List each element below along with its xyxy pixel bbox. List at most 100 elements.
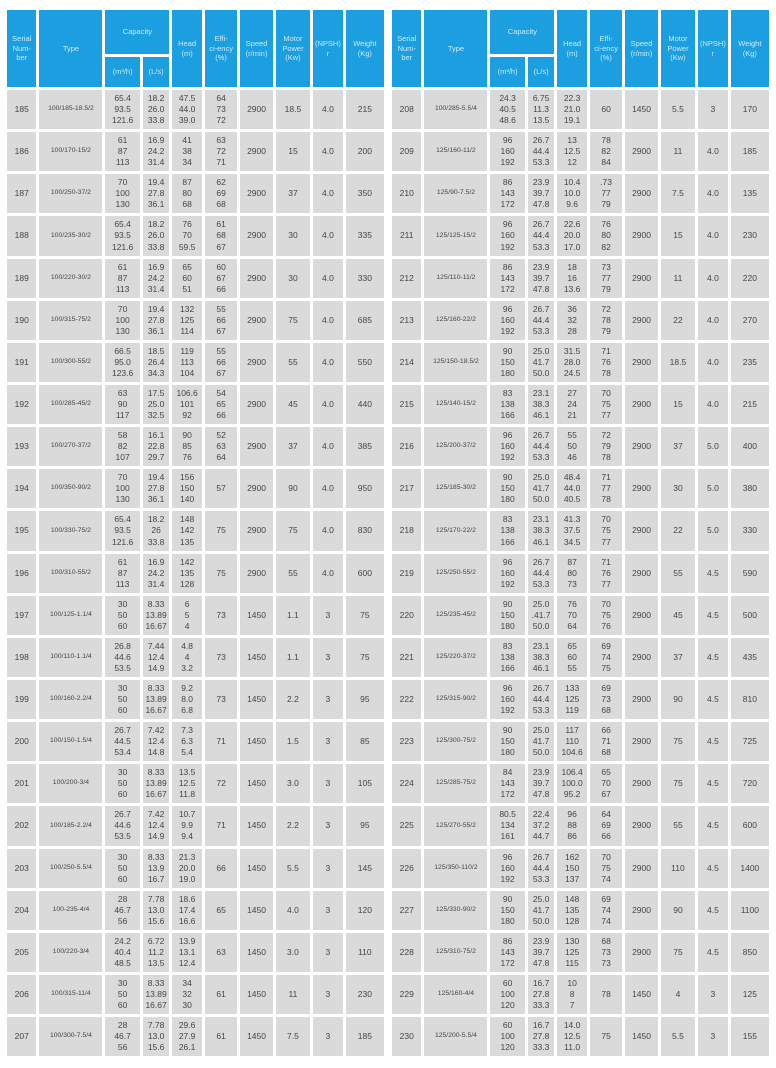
cell-efficiency: 73 (204, 637, 238, 677)
cell-motor-power: 55 (660, 806, 696, 846)
cell-serial-number: 228 (392, 932, 422, 972)
cell-npshr: 4.0 (698, 300, 728, 340)
cell-weight: 850 (730, 932, 769, 972)
cell-type: 125/300-75/2 (424, 722, 488, 762)
col-header-npshr: (NPSH) r (698, 10, 728, 87)
cell-capacity-m3h: 83 138 166 (490, 637, 525, 677)
cell-weight: 810 (730, 679, 769, 720)
cell-weight: 215 (345, 90, 384, 130)
cell-capacity-m3h: 66.5 95.0 123.6 (105, 342, 140, 382)
cell-weight: 435 (730, 637, 769, 677)
cell-motor-power: 11 (275, 974, 311, 1015)
cell-type: 125/185-30/2 (424, 469, 488, 509)
cell-capacity-m3h: 70 100 130 (105, 300, 140, 340)
col-header-weight: Weight (Kg) (730, 10, 769, 87)
cell-weight: 185 (730, 132, 769, 172)
cell-head-m: 21.3 20.0 19.0 (172, 848, 202, 888)
cell-weight: 600 (730, 806, 769, 846)
cell-serial-number: 227 (392, 890, 422, 930)
cell-efficiency: 72 79 78 (589, 427, 623, 467)
cell-motor-power: 1.5 (275, 722, 311, 762)
cell-motor-power: 55 (660, 553, 696, 593)
cell-capacity-ls: 6.75 11.3 13.5 (527, 90, 555, 130)
cell-motor-power: 75 (660, 764, 696, 804)
cell-npshr: 3 (313, 679, 343, 720)
cell-capacity-m3h: 60 100 120 (490, 974, 525, 1015)
cell-npshr: 4.0 (313, 469, 343, 509)
cell-capacity-m3h: 63 90 117 (105, 384, 140, 425)
cell-type: 100/250-37/2 (39, 174, 103, 214)
cell-weight: 590 (730, 553, 769, 593)
cell-serial-number: 207 (7, 1017, 37, 1057)
cell-capacity-ls: 19.4 27.8 36.1 (142, 469, 170, 509)
cell-head-m: 119 113 104 (172, 342, 202, 382)
cell-efficiency: 61 68 67 (204, 216, 238, 256)
cell-speed: 2900 (625, 932, 658, 972)
col-header-motor-power: Motor Power (Kw) (660, 10, 696, 87)
cell-capacity-ls: 26.7 44.4 53.3 (527, 300, 555, 340)
cell-motor-power: 5.5 (275, 848, 311, 888)
cell-serial-number: 200 (7, 722, 37, 762)
cell-head-m: 22.3 21.0 19.1 (557, 90, 587, 130)
cell-weight: 170 (730, 90, 769, 130)
cell-type: 100/270-37/2 (39, 427, 103, 467)
cell-efficiency: 73 (204, 595, 238, 635)
cell-weight: 380 (730, 469, 769, 509)
cell-npshr: 4.0 (313, 384, 343, 425)
cell-speed: 1450 (240, 974, 273, 1015)
cell-motor-power: 18.5 (275, 90, 311, 130)
cell-head-m: 18.6 17.4 16.6 (172, 890, 202, 930)
cell-head-m: 13.9 13.1 12.4 (172, 932, 202, 972)
cell-serial-number: 201 (7, 764, 37, 804)
cell-serial-number: 211 (392, 216, 422, 256)
cell-speed: 1450 (240, 764, 273, 804)
cell-npshr: 4.0 (698, 174, 728, 214)
cell-weight: 600 (345, 553, 384, 593)
cell-efficiency: 76 80 82 (589, 216, 623, 256)
cell-serial-number: 217 (392, 469, 422, 509)
cell-capacity-m3h: 90 150 180 (490, 890, 525, 930)
cell-npshr: 4.5 (698, 595, 728, 635)
cell-type: 100/125-1.1/4 (39, 595, 103, 635)
cell-efficiency: 71 76 78 (589, 342, 623, 382)
cell-capacity-ls: 26.7 44.4 53.3 (527, 216, 555, 256)
cell-capacity-ls: 26.7 44.4 53.3 (527, 427, 555, 467)
cell-head-m: 130 125 115 (557, 932, 587, 972)
cell-capacity-ls: 18.2 26.0 33.8 (142, 216, 170, 256)
cell-capacity-ls: 26.7 44.4 53.3 (527, 848, 555, 888)
cell-capacity-ls: 25.0 41.7 50.0 (527, 469, 555, 509)
cell-head-m: 117 110 104.6 (557, 722, 587, 762)
cell-efficiency: 55 66 67 (204, 300, 238, 340)
cell-speed: 1450 (240, 932, 273, 972)
cell-head-m: 31.5 28.0 24.5 (557, 342, 587, 382)
cell-motor-power: 15 (660, 216, 696, 256)
cell-motor-power: 75 (275, 300, 311, 340)
cell-npshr: 4.0 (313, 342, 343, 382)
cell-speed: 1450 (240, 848, 273, 888)
cell-weight: 230 (730, 216, 769, 256)
cell-speed: 1450 (240, 890, 273, 930)
cell-capacity-m3h: 96 160 192 (490, 300, 525, 340)
cell-efficiency: 65 70 67 (589, 764, 623, 804)
cell-npshr: 3 (313, 764, 343, 804)
cell-motor-power: 37 (660, 637, 696, 677)
cell-capacity-ls: 8.33 13.89 16.67 (142, 974, 170, 1015)
cell-serial-number: 215 (392, 384, 422, 425)
cell-speed: 2900 (625, 174, 658, 214)
cell-capacity-m3h: 65.4 93.5 121.6 (105, 216, 140, 256)
cell-npshr: 4.0 (313, 216, 343, 256)
cell-weight: 685 (345, 300, 384, 340)
cell-speed: 2900 (625, 595, 658, 635)
cell-efficiency: 63 (204, 932, 238, 972)
cell-motor-power: 90 (660, 890, 696, 930)
cell-efficiency: 63 72 71 (204, 132, 238, 172)
cell-weight: 155 (730, 1017, 769, 1057)
cell-weight: 120 (345, 890, 384, 930)
cell-npshr: 4.5 (698, 932, 728, 972)
cell-speed: 1450 (625, 1017, 658, 1057)
cell-head-m: 22.6 20.0 17.0 (557, 216, 587, 256)
cell-motor-power: 4.0 (275, 890, 311, 930)
cell-npshr: 4.0 (698, 342, 728, 382)
cell-type: 125/315-90/2 (424, 679, 488, 720)
cell-efficiency: 78 82 84 (589, 132, 623, 172)
